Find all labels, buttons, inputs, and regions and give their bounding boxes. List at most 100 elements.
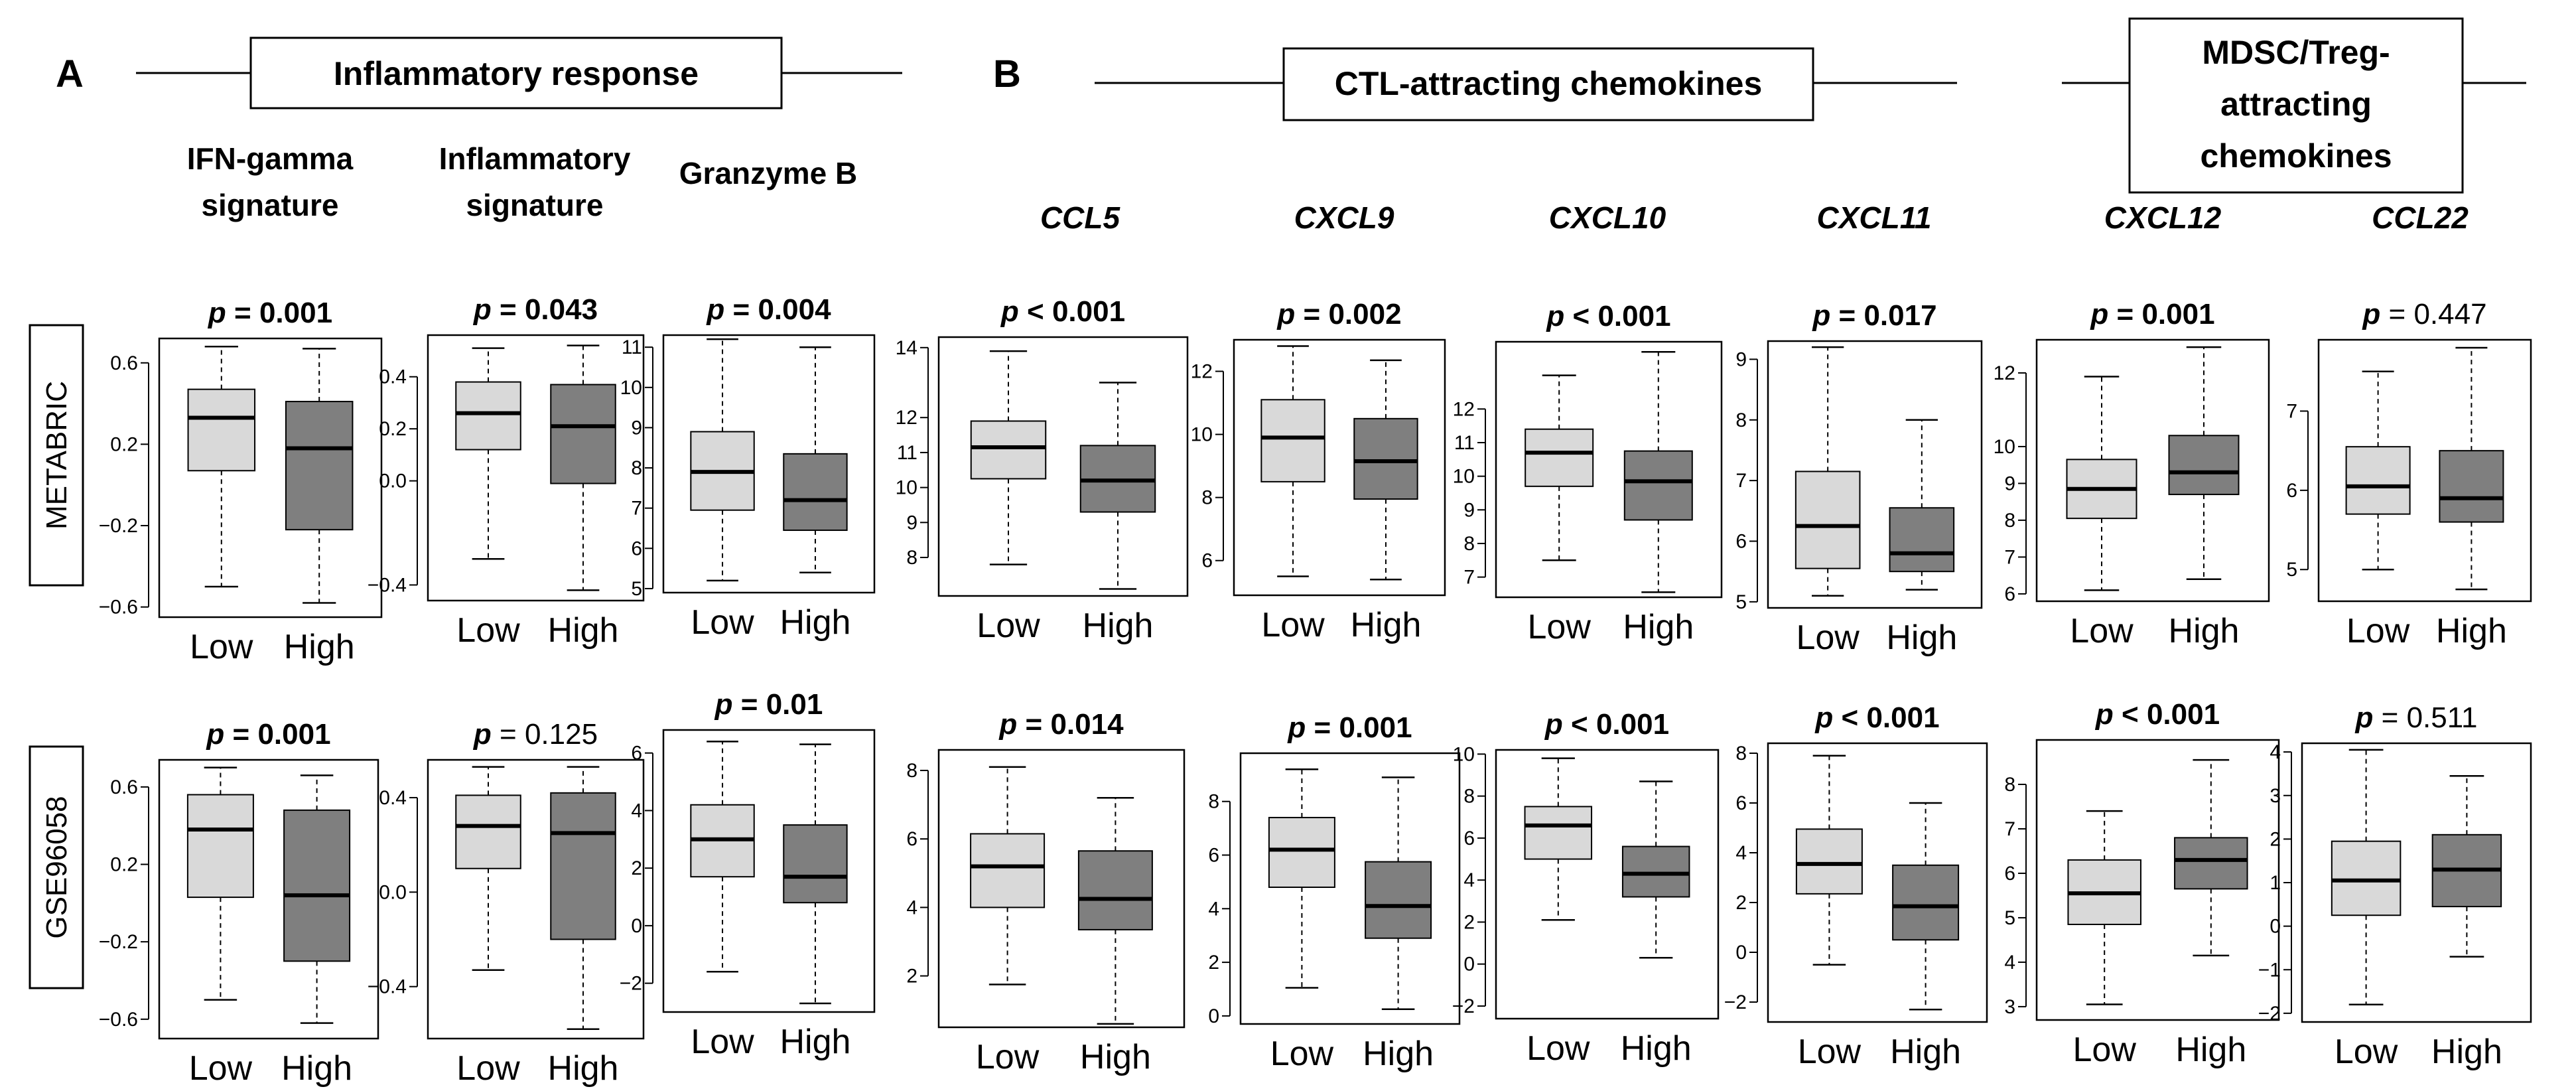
iqr-box [283, 809, 351, 962]
x-category-label-low: Low [2335, 1033, 2398, 1071]
y-tick-label: 8 [1735, 409, 1747, 431]
boxplot-gse96058-cxcl11: 8 6 4 2 0 −2 p < 0.001 Low High [1724, 701, 1988, 1071]
y-tick-label: 11 [1454, 432, 1475, 454]
iqr-box [1795, 828, 1863, 895]
y-tick-label: 8 [906, 547, 917, 569]
column-title-cxcl9: CXCL9 [1294, 200, 1394, 235]
iqr-box [1365, 861, 1432, 939]
y-tick-label: 8 [1463, 533, 1475, 555]
row-label-gse96058: GSE96058 [29, 745, 84, 989]
header-title-line-3: chemokines [2200, 137, 2392, 175]
boxplot-gse96058-ccl22: 4 3 2 1 0 −1 −2 p = 0.511 Low High [2258, 701, 2532, 1071]
plot-frame [427, 759, 645, 1040]
y-tick-label: 0.4 [379, 787, 407, 809]
y-tick-label: −1 [2258, 959, 2281, 981]
y-tick-label: 8 [2004, 510, 2015, 532]
y-tick-label: 10 [896, 477, 917, 499]
y-tick-label: −0.4 [368, 574, 407, 596]
y-tick-label: 7 [2004, 818, 2015, 840]
high-group-box [1892, 802, 1960, 1011]
y-tick-label: 0.4 [379, 366, 407, 388]
iqr-box [1889, 507, 1955, 573]
p-symbol: p [473, 718, 492, 751]
x-category-label-low: Low [1270, 1035, 1334, 1073]
p-value-label: p = 0.014 [998, 708, 1124, 741]
y-tick-label: 0 [2270, 916, 2281, 938]
p-symbol: p [1546, 300, 1564, 332]
x-category-label-low: Low [1796, 618, 1860, 657]
low-group-box [2067, 810, 2141, 1005]
p-symbol: p [714, 688, 733, 721]
boxplot-metabric-cxcl9: 12 10 8 6 p = 0.002 Low High [1191, 298, 1446, 644]
header-title: CTL-attracting chemokines [1335, 65, 1763, 102]
high-group-box [1353, 359, 1418, 581]
y-tick-label: 0.6 [110, 776, 138, 798]
p-value-label: p = 0.002 [1276, 298, 1401, 330]
y-tick-label: 0.2 [379, 418, 407, 440]
row-label-text: GSE96058 [40, 796, 73, 938]
iqr-box [550, 792, 616, 940]
high-group-box [2439, 346, 2504, 591]
y-tick-label: 0 [1463, 954, 1475, 976]
low-group-box [455, 766, 521, 972]
x-category-label-low: Low [456, 1049, 520, 1088]
y-tick-label: 0 [631, 915, 642, 937]
low-group-box [1260, 345, 1325, 577]
boxplot-metabric-infl: 0.4 0.2 0.0 −0.4 p = 0.043 Low High [368, 293, 645, 650]
header-title-line-2: attracting [2220, 86, 2372, 123]
x-category-label-high: High [1350, 606, 1421, 644]
y-tick-label: 8 [1735, 743, 1747, 764]
y-tick-label: 0.6 [110, 352, 138, 374]
plot-frame [427, 334, 645, 602]
iqr-box [285, 401, 354, 531]
p-value-text: = 0.043 [492, 293, 598, 326]
iqr-box [1525, 428, 1594, 487]
row-label-text: METABRIC [40, 381, 73, 530]
p-value-text: = 0.001 [1306, 711, 1412, 744]
p-value-label: p = 0.447 [2362, 298, 2486, 330]
high-group-box [2174, 759, 2248, 957]
low-group-box [1525, 374, 1594, 561]
iqr-box [1623, 450, 1693, 521]
plot-frame [1767, 340, 1983, 609]
y-tick-label: −0.2 [99, 515, 138, 537]
y-tick-label: 4 [631, 800, 642, 822]
high-group-box [1077, 796, 1153, 1025]
x-category-label-high: High [780, 1023, 850, 1061]
iqr-box [1795, 471, 1861, 569]
p-value-text: = 0.511 [2373, 701, 2477, 734]
p-symbol: p [1812, 299, 1830, 332]
plot-frame [2035, 338, 2270, 603]
low-group-box [1524, 757, 1593, 921]
x-category-label-high: High [1363, 1035, 1434, 1073]
y-tick-label: 0 [1735, 942, 1747, 964]
y-tick-label: 8 [2004, 774, 2015, 796]
p-value-text: = 0.125 [492, 718, 598, 751]
y-tick-label: 4 [2004, 952, 2015, 974]
y-tick-label: 12 [1191, 361, 1213, 383]
p-symbol: p [1276, 298, 1295, 330]
plot-frame [662, 334, 876, 594]
x-category-label-high: High [1080, 1038, 1151, 1076]
low-group-box [187, 346, 256, 588]
y-tick-label: 12 [1453, 398, 1475, 420]
p-value-text: = 0.447 [2380, 298, 2486, 330]
plot-frame [2035, 739, 2280, 1021]
y-tick-label: 5 [2004, 907, 2015, 929]
y-tick-label: 0.2 [110, 433, 138, 455]
x-category-label-low: Low [2070, 612, 2134, 650]
high-group-box [1621, 780, 1690, 959]
x-category-label-low: Low [189, 1049, 253, 1088]
column-title-ifn-line-2: signature [201, 188, 338, 222]
x-category-label-high: High [284, 628, 355, 666]
y-tick-label: 1 [2270, 872, 2281, 894]
x-category-label-high: High [1623, 608, 1694, 646]
y-tick-label: 9 [1463, 499, 1475, 521]
header-mdsc-treg-chemokines: MDSC/Treg- attracting chemokines [2062, 17, 2526, 194]
high-group-box [2168, 346, 2240, 580]
plot-frame [1233, 338, 1446, 597]
p-value-label: p < 0.001 [2095, 698, 2220, 731]
p-symbol: p [1287, 711, 1306, 744]
low-group-box [186, 766, 254, 1001]
low-group-box [1795, 755, 1863, 966]
